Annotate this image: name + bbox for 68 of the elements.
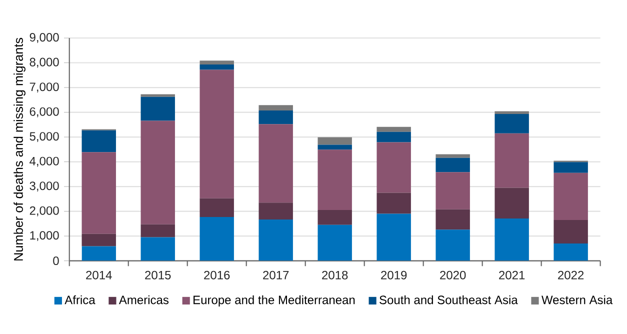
- bar: [82, 130, 116, 152]
- y-tick-label: 3,000: [30, 181, 59, 192]
- y-axis-title: Number of deaths and missing migrants: [14, 38, 26, 260]
- bar: [200, 198, 234, 217]
- x-tick-label: 2020: [440, 270, 466, 280]
- bar: [318, 224, 352, 261]
- bar: [318, 144, 352, 150]
- bar: [140, 120, 175, 224]
- bar: [494, 188, 529, 218]
- bar: [376, 214, 411, 261]
- x-tick-label: 2015: [145, 270, 171, 280]
- bar: [258, 219, 293, 261]
- bar: [494, 114, 529, 134]
- y-tick-label: 4,000: [30, 156, 59, 167]
- bar: [494, 111, 529, 114]
- bar: [140, 224, 175, 238]
- x-tick-label: 2022: [558, 270, 584, 280]
- bar: [554, 162, 588, 173]
- bar: [258, 124, 293, 203]
- bar: [318, 137, 352, 145]
- bar: [258, 105, 293, 110]
- y-tick-label: 5,000: [30, 132, 59, 142]
- bar: [200, 60, 234, 64]
- bar: [82, 152, 116, 234]
- bar: [494, 218, 529, 261]
- bar: [376, 192, 411, 214]
- y-tick-label: 6,000: [30, 107, 59, 118]
- bar: [258, 202, 293, 220]
- x-tick-label: 2021: [499, 270, 525, 280]
- bar: [554, 172, 588, 220]
- y-tick-label: 9,000: [30, 32, 59, 43]
- bar: [376, 132, 411, 142]
- bar: [494, 133, 529, 188]
- bar: [436, 209, 470, 230]
- bar: [258, 110, 293, 124]
- legend-label: Western Asia: [542, 295, 613, 304]
- legend-label: South and Southeast Asia: [380, 295, 518, 304]
- legend-label: Europe and the Mediterranean: [194, 295, 355, 306]
- bar: [436, 172, 470, 210]
- bar: [200, 64, 234, 70]
- bar: [318, 150, 352, 210]
- bar: [436, 154, 470, 158]
- bar: [554, 243, 588, 261]
- legend-label: Africa: [64, 295, 96, 304]
- y-tick-label: 7,000: [30, 82, 59, 92]
- legend-label: Americas: [118, 295, 169, 304]
- bar: [82, 234, 116, 246]
- bar: [200, 70, 234, 198]
- bar: [140, 237, 175, 261]
- bar: [140, 96, 175, 121]
- y-tick-label: 8,000: [30, 58, 59, 68]
- bar: [436, 158, 470, 172]
- bar: [436, 230, 470, 261]
- x-tick-label: 2017: [263, 270, 289, 280]
- bar: [82, 246, 116, 261]
- bar: [376, 126, 411, 132]
- y-tick-label: 0: [53, 256, 59, 265]
- bar: [200, 216, 234, 261]
- x-tick-label: 2014: [86, 270, 112, 280]
- bar: [140, 94, 175, 97]
- x-tick-label: 2019: [381, 270, 407, 280]
- y-tick-label: 2,000: [30, 206, 59, 216]
- bar: [318, 210, 352, 225]
- x-tick-label: 2018: [322, 270, 348, 280]
- bar: [554, 220, 588, 244]
- bar: [376, 142, 411, 193]
- x-tick-label: 2016: [204, 270, 230, 280]
- y-tick-label: 1,000: [30, 231, 59, 241]
